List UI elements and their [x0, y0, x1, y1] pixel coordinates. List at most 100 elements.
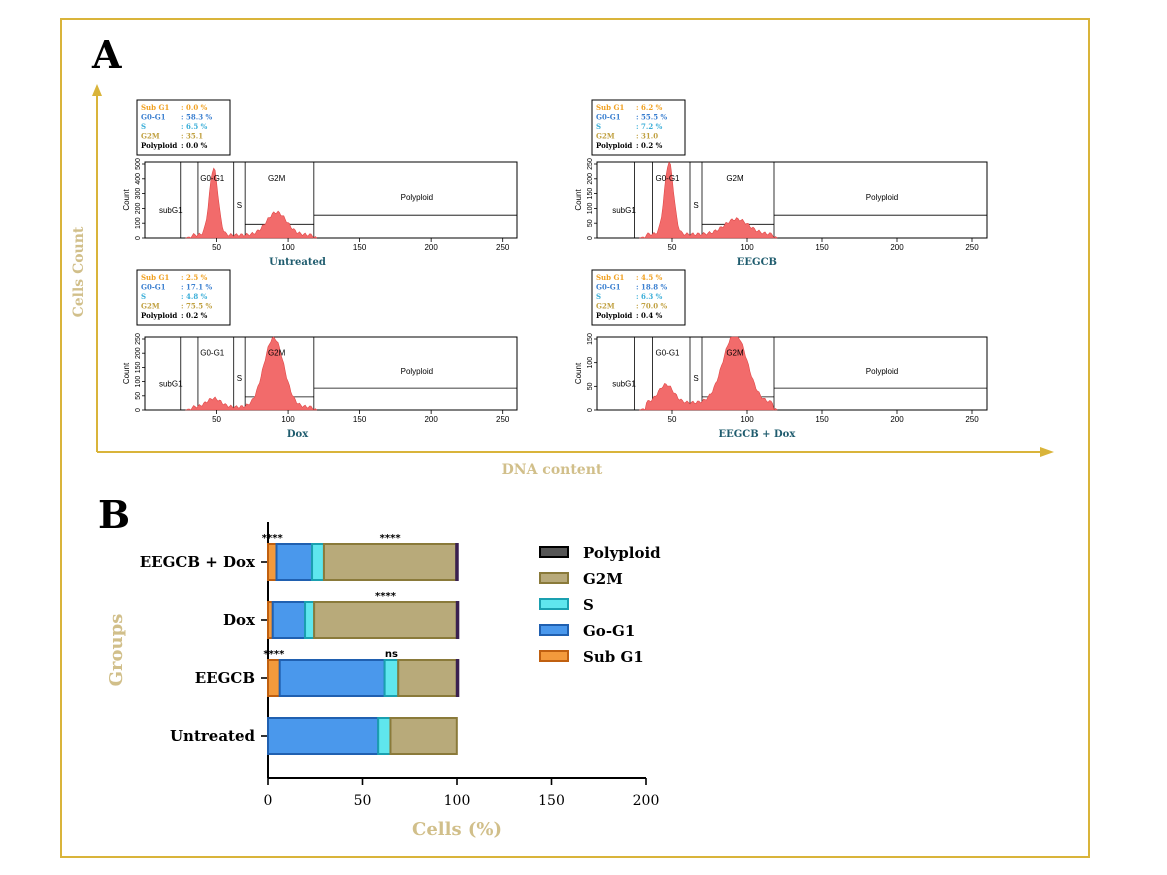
legend-label: Polyploid — [583, 544, 661, 562]
histogram-legend-name: G0-G1 — [596, 283, 621, 292]
histogram-panel: Sub G1: 6.2 % G0-G1: 55.5 % S: 7.2 % G2M: 3… — [574, 99, 988, 268]
histogram-y-tick-label: 100 — [135, 376, 142, 388]
histogram-y-tick-label: 100 — [587, 202, 594, 214]
bar-segment — [389, 717, 458, 755]
histogram-y-tick-label: 250 — [135, 333, 142, 345]
dna-content-label: DNA content — [502, 462, 603, 478]
bar-segment — [267, 659, 281, 697]
legend-swatch — [539, 650, 569, 662]
histogram-legend-value: : 0.2 % — [181, 311, 208, 320]
histogram-legend-value: : 4.5 % — [636, 273, 663, 282]
legend-label: S — [583, 596, 594, 614]
histogram-legend-value: : 58.3 % — [181, 113, 213, 122]
stacked-bar-chart: 0 50 100 150 200 Untreated EEGCB Dox EEGCB + Dox… — [106, 522, 661, 840]
histogram-x-tick-label: 150 — [815, 415, 829, 424]
histogram-legend-name: G2M — [141, 302, 160, 311]
histogram-legend-value: : 18.8 % — [636, 283, 668, 292]
x-tick-label: 150 — [538, 793, 565, 809]
bar-segment — [267, 543, 278, 581]
significance-marker: **** — [375, 591, 397, 602]
histogram-y-tick-label: 0 — [135, 408, 142, 412]
bar-segment — [455, 543, 459, 581]
histogram-gate-label: Polyploid — [866, 367, 898, 376]
histogram-y-tick-label: 50 — [587, 219, 594, 227]
histogram-x-tick-label: 150 — [353, 415, 367, 424]
bar-segment — [278, 659, 386, 697]
bar-segment — [304, 601, 316, 639]
bar-segment — [311, 543, 325, 581]
histogram-gate-label: Polyploid — [866, 193, 898, 202]
histogram-legend-value: : 0.0 % — [181, 103, 208, 112]
histogram-legend-name: Sub G1 — [141, 273, 169, 282]
histogram-area — [639, 336, 778, 411]
panel-b-label: B — [98, 492, 131, 537]
significance-marker: **** — [380, 533, 402, 544]
histogram-gate-label: G2M — [726, 349, 744, 358]
histogram-gate-label: S — [237, 374, 242, 383]
significance-marker: **** — [262, 533, 284, 544]
histogram-gate-label: Polyploid — [401, 367, 433, 376]
histogram-legend-value: : 7.2 % — [636, 122, 663, 131]
histogram-y-tick-label: 50 — [587, 382, 594, 390]
bar-segment — [267, 717, 380, 755]
histogram-x-tick-label: 100 — [281, 415, 295, 424]
histogram-legend-name: S — [596, 122, 601, 131]
histogram-x-tick-label: 100 — [740, 243, 754, 252]
histogram-y-tick-label: 150 — [587, 188, 594, 200]
bar-segment — [322, 543, 458, 581]
histogram-legend-name: S — [141, 122, 146, 131]
bar-segment — [271, 601, 307, 639]
histogram-area — [639, 161, 778, 239]
histogram-y-tick-label: 500 — [135, 158, 142, 170]
x-axis-label: Cells (%) — [412, 819, 502, 840]
histogram-legend-value: : 0.2 % — [636, 141, 663, 150]
histogram-y-tick-label: 300 — [135, 188, 142, 200]
histogram-x-tick-label: 50 — [212, 243, 221, 252]
histogram-y-tick-label: 400 — [135, 173, 142, 185]
legend-swatch — [539, 546, 569, 558]
histogram-y-tick-label: 100 — [135, 217, 142, 229]
histogram-gate-label: S — [693, 374, 698, 383]
histogram-legend-box — [136, 269, 231, 326]
bar-segment — [455, 601, 460, 639]
x-tick-label: 50 — [354, 793, 372, 809]
histogram-gate-label: G0-G1 — [200, 174, 225, 183]
histogram-y-tick-label: 0 — [587, 408, 594, 412]
y-tick-label: Dox — [223, 611, 256, 629]
histogram-legend-name: S — [596, 292, 601, 301]
histogram-y-label: Count — [122, 362, 131, 384]
histogram-x-tick-label: 50 — [212, 415, 221, 424]
histogram-legend-value: : 2.5 % — [181, 273, 208, 282]
histogram-x-tick-label: 250 — [496, 243, 510, 252]
bar-segment — [397, 659, 458, 697]
histogram-y-tick-label: 200 — [135, 347, 142, 359]
histogram-legend-name: G0-G1 — [596, 113, 621, 122]
dna-content-arrowhead — [1040, 447, 1054, 457]
bar-segment — [455, 659, 460, 697]
histogram-legend-box — [136, 99, 231, 156]
histogram-legend-name: Sub G1 — [141, 103, 169, 112]
histogram-gate-label: G0-G1 — [200, 349, 225, 358]
histogram-legend-name: G2M — [596, 132, 615, 141]
histogram-area — [185, 167, 317, 239]
histogram-x-tick-label: 100 — [281, 243, 295, 252]
histogram-legend-name: Sub G1 — [596, 273, 624, 282]
histogram-legend-value: : 6.5 % — [181, 122, 208, 131]
histogram-x-tick-label: 200 — [890, 415, 904, 424]
histogram-x-tick-label: 250 — [965, 243, 979, 252]
histogram-title: Untreated — [269, 257, 326, 268]
histogram-gate-label: subG1 — [159, 379, 183, 388]
y-tick-label: Untreated — [170, 727, 256, 745]
cells-count-arrowhead — [92, 84, 102, 96]
significance-marker: **** — [263, 649, 285, 660]
legend-swatch — [539, 598, 569, 610]
histogram-panel: Sub G1: 0.0 % G0-G1: 58.3 % S: 6.5 % G2M: 3… — [122, 99, 518, 268]
histogram-y-tick-label: 100 — [587, 357, 594, 369]
bar-segment — [383, 659, 400, 697]
histogram-legend-name: S — [141, 292, 146, 301]
histogram-y-tick-label: 150 — [587, 333, 594, 345]
histogram-gate-label: subG1 — [159, 206, 183, 215]
histogram-legend-name: Polyploid — [596, 311, 632, 320]
histogram-plot-area — [144, 336, 518, 411]
